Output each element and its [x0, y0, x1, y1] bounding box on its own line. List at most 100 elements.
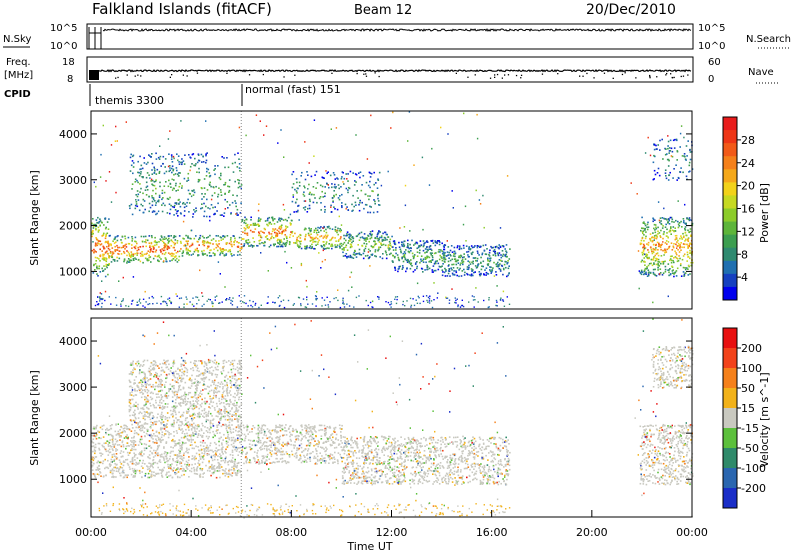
- nave-point: [674, 77, 675, 78]
- echo-cell: [220, 437, 222, 439]
- echo-cell: [641, 270, 643, 272]
- echo-cell: [688, 265, 690, 267]
- echo-cell: [299, 219, 300, 221]
- nave-point: [375, 72, 376, 73]
- echo-cell: [209, 175, 211, 177]
- echo-cell: [249, 431, 251, 433]
- echo-cell: [320, 209, 322, 211]
- echo-cell: [176, 252, 178, 254]
- echo-cell: [164, 426, 166, 428]
- echo-cell: [137, 161, 139, 163]
- echo-cell: [280, 430, 282, 432]
- echo-cell: [648, 269, 650, 271]
- echo-cell: [200, 476, 202, 478]
- echo-cell: [131, 260, 133, 262]
- echo-cell: [655, 275, 657, 277]
- echo-cell: [278, 461, 280, 463]
- echo-cell: [172, 189, 173, 191]
- noise-left-label: N.Sky: [3, 34, 31, 45]
- echo-cell: [153, 199, 155, 201]
- echo-cell: [264, 432, 266, 434]
- echo-cell: [417, 255, 419, 257]
- echo-cell: [461, 248, 463, 250]
- echo-cell: [464, 272, 466, 274]
- echo-cell: [109, 249, 111, 251]
- echo-cell: [675, 164, 677, 166]
- echo-cell: [200, 208, 202, 210]
- echo-cell: [319, 198, 321, 200]
- echo-cell: [119, 444, 121, 446]
- echo-cell: [683, 243, 685, 245]
- echo-cell: [377, 250, 379, 252]
- echo-cell: [346, 253, 348, 255]
- echo-cell: [465, 240, 466, 242]
- echo-cell: [198, 239, 200, 241]
- echo-cell: [135, 427, 137, 429]
- echo-cell: [161, 471, 163, 473]
- echo-cell: [237, 472, 239, 474]
- echo-cell: [460, 306, 461, 307]
- echo-cell: [132, 214, 134, 216]
- echo-cell: [309, 192, 311, 194]
- echo-cell: [277, 233, 279, 235]
- echo-cell: [432, 269, 434, 271]
- echo-cell: [426, 295, 427, 296]
- echo-cell: [237, 431, 239, 433]
- echo-cell: [361, 232, 363, 234]
- echo-cell: [307, 458, 309, 460]
- echo-cell: [333, 172, 335, 174]
- echo-cell: [398, 266, 400, 268]
- echo-cell: [126, 121, 127, 123]
- echo-cell: [258, 307, 259, 308]
- echo-cell: [672, 177, 674, 179]
- echo-cell: [373, 172, 375, 174]
- echo-cell: [365, 248, 367, 250]
- echo-cell: [403, 261, 405, 263]
- nave-point: [283, 76, 284, 77]
- echo-cell: [131, 251, 133, 253]
- echo-cell: [138, 199, 140, 201]
- echo-cell: [646, 227, 648, 229]
- echo-cell: [95, 228, 97, 230]
- echo-cell: [142, 460, 144, 462]
- echo-cell: [177, 189, 179, 191]
- echo-cell: [230, 454, 232, 456]
- echo-cell: [154, 442, 156, 444]
- echo-cell: [463, 256, 465, 258]
- echo-cell: [463, 247, 465, 249]
- echo-cell: [149, 466, 151, 468]
- echo-cell: [151, 437, 153, 439]
- echo-cell: [227, 235, 229, 237]
- echo-cell: [174, 250, 176, 252]
- echo-cell: [192, 216, 194, 218]
- echo-cell: [328, 184, 329, 186]
- echo-cell: [675, 220, 677, 222]
- echo-cell: [471, 245, 473, 247]
- echo-cell: [668, 246, 670, 248]
- echo-cell: [293, 194, 295, 196]
- echo-cell: [377, 178, 379, 180]
- echo-cell: [191, 468, 193, 470]
- echo-cell: [332, 228, 334, 230]
- echo-cell: [353, 257, 355, 259]
- echo-cell: [209, 432, 211, 434]
- echo-cell: [654, 255, 656, 257]
- echo-cell: [271, 462, 273, 464]
- nave-point: [170, 77, 171, 78]
- echo-cell: [365, 204, 367, 206]
- echo-cell: [142, 205, 144, 207]
- echo-cell: [643, 240, 645, 242]
- echo-cell: [326, 441, 328, 443]
- echo-cell: [339, 228, 341, 230]
- echo-cell: [674, 139, 676, 141]
- echo-cell: [496, 302, 497, 303]
- echo-cell: [141, 251, 143, 253]
- echo-cell: [309, 199, 311, 201]
- echo-cell: [173, 214, 175, 216]
- echo-cell: [271, 223, 273, 225]
- echo-cell: [362, 245, 364, 247]
- echo-cell: [275, 453, 277, 455]
- y-tick-label: 2000: [59, 220, 87, 233]
- noise-left-tick-bottom: 10^0: [50, 41, 77, 52]
